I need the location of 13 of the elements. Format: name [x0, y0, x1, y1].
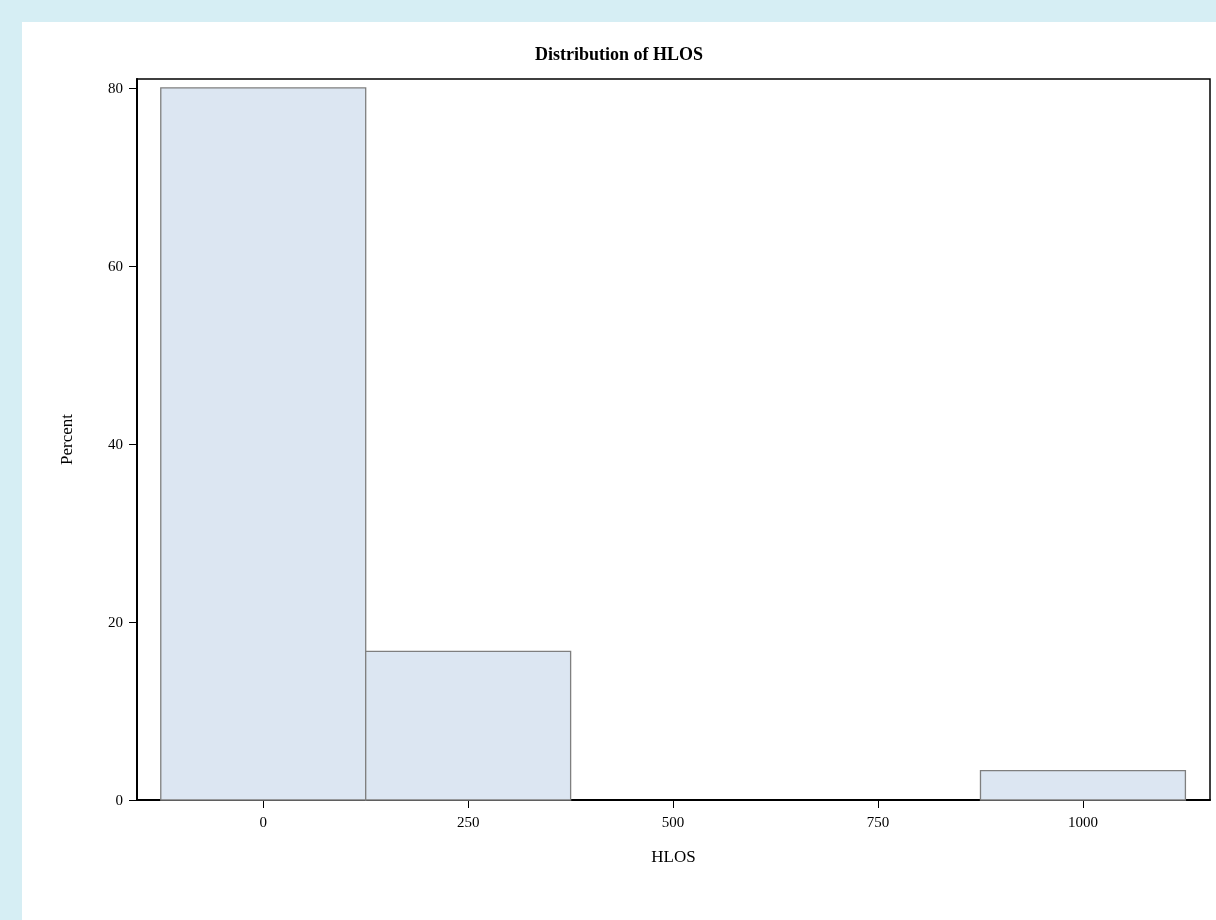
x-tick-label: 1000: [1067, 813, 1098, 830]
y-tick-label: 0: [115, 792, 123, 808]
x-tick-label: 0: [259, 813, 267, 830]
y-tick-label: 20: [108, 613, 123, 630]
x-tick-label: 500: [661, 813, 685, 830]
y-tick-label: 40: [108, 435, 123, 452]
y-tick-label: 60: [108, 257, 123, 274]
x-tick-label: 750: [866, 813, 890, 830]
y-tick-label: 80: [108, 79, 123, 96]
chart-title: Distribution of HLOS: [534, 44, 704, 64]
x-tick-label: 250: [456, 813, 480, 830]
y-axis-title: Percent: [57, 413, 76, 465]
x-axis-title: HLOS: [651, 847, 696, 866]
